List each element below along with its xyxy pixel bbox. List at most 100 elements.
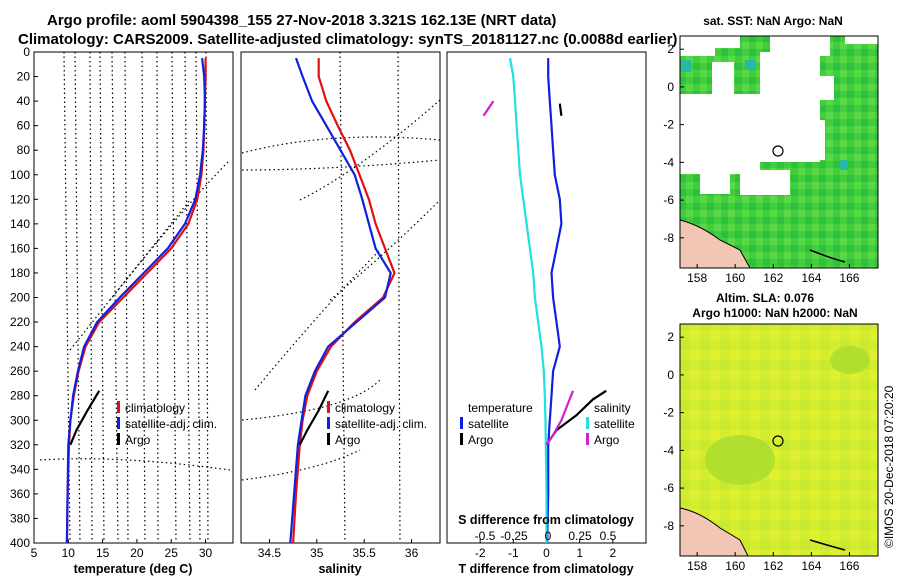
legend-swatch-argo xyxy=(117,433,120,445)
map-x-tick-label: 166 xyxy=(839,271,859,285)
sla-map: Altim. SLA: 0.076 Argo h1000: NaN h2000:… xyxy=(663,291,879,573)
x-tick-label: 34.5 xyxy=(258,546,282,560)
temperature-background-lines xyxy=(39,51,231,544)
argo-location-marker xyxy=(772,145,784,157)
temperature-x-label: temperature (deg C) xyxy=(74,562,193,576)
sla-low-patch xyxy=(830,346,870,374)
legend-label-argo: Argo xyxy=(335,433,361,447)
series-line-s-satellite xyxy=(508,57,548,543)
y-tick-label: 400 xyxy=(10,536,30,550)
y-tick-label: 160 xyxy=(10,241,30,255)
top-tick-label-1: -0.5 xyxy=(475,529,496,543)
legend-label-salinity: salinity xyxy=(594,401,631,415)
legend-label-t-satellite: satellite xyxy=(468,417,509,431)
legend-swatch-climatology xyxy=(327,401,330,413)
header-line-1: Argo profile: aoml 5904398_155 27-Nov-20… xyxy=(47,12,556,29)
y-tick-label: 300 xyxy=(10,413,30,427)
map-y-tick-label: -6 xyxy=(663,193,674,207)
legend-swatch-argo xyxy=(327,433,330,445)
series-line-argo xyxy=(69,390,101,446)
map-y-tick-label: -2 xyxy=(663,406,674,420)
legend-label-argo: Argo xyxy=(125,433,151,447)
y-tick-label: 0 xyxy=(23,45,30,59)
series-line-s-argo xyxy=(545,390,575,446)
y-tick-label: 140 xyxy=(10,217,30,231)
x-tick-label: 20 xyxy=(130,546,144,560)
series-line-s-argo-shallow xyxy=(482,100,495,117)
argo-location-marker xyxy=(772,435,784,447)
map-x-tick-label: 160 xyxy=(725,559,745,573)
difference-x-label: T difference from climatology xyxy=(458,562,633,576)
series-line-climatology xyxy=(292,58,396,544)
legend-swatch-s-argo xyxy=(586,433,589,445)
map-y-tick-label: -4 xyxy=(663,155,674,169)
legend-swatch-satellite xyxy=(327,417,330,429)
x-tick-label: 35 xyxy=(310,546,324,560)
salinity-legend: climatology satellite-adj. clim. Argo xyxy=(327,401,427,447)
y-tick-label: 340 xyxy=(10,462,30,476)
sst-map-frame xyxy=(679,35,879,269)
y-tick-label: 220 xyxy=(10,315,30,329)
x-tick-label: 30 xyxy=(199,546,213,560)
land-new-guinea xyxy=(679,507,749,557)
map-x-tick-label: 162 xyxy=(763,559,783,573)
series-line-satellite-adj-clim- xyxy=(65,57,207,544)
temperature-legend: climatology satellite-adj. clim. Argo xyxy=(117,401,217,447)
map-y-tick-label: -4 xyxy=(663,443,674,457)
legend-swatch-climatology xyxy=(117,401,120,413)
difference-legend-left: temperature satellite Argo xyxy=(460,401,533,447)
salinity-axes xyxy=(240,51,441,544)
map-y-tick-label: -8 xyxy=(663,231,674,245)
x-tick-label: 25 xyxy=(165,546,179,560)
sst-map: sat. SST: NaN Argo: NaN 158 160 162 164 166 … xyxy=(663,14,879,285)
y-tick-label: 100 xyxy=(10,168,30,182)
series-line-t-satellite xyxy=(546,58,563,544)
y-tick-label: 200 xyxy=(10,291,30,305)
x-tick-label: -2 xyxy=(475,546,486,560)
land-solomon-islands xyxy=(809,539,846,551)
sla-map-title-1: Altim. SLA: 0.076 xyxy=(716,291,814,305)
legend-label-climatology: climatology xyxy=(335,401,395,415)
difference-inner-title: S difference from climatology xyxy=(458,513,634,527)
salinity-background-lines xyxy=(241,51,441,544)
map-x-tick-label: 160 xyxy=(725,271,745,285)
map-y-tick-label: 0 xyxy=(667,80,674,94)
temperature-y-ticks: 0 20 40 60 80 100 120 140 160 180 200 220 240 260 280 3… xyxy=(10,45,38,550)
legend-swatch-satellite xyxy=(117,417,120,429)
y-tick-label: 260 xyxy=(10,364,30,378)
map-y-tick-label: 2 xyxy=(667,42,674,56)
x-tick-label: 10 xyxy=(62,546,76,560)
map-y-tick-label: -8 xyxy=(663,519,674,533)
y-tick-label: 80 xyxy=(17,143,31,157)
legend-label-climatology: climatology xyxy=(125,401,185,415)
x-tick-label: 5 xyxy=(31,546,38,560)
legend-label-temperature: temperature xyxy=(468,401,533,415)
legend-label-s-argo: Argo xyxy=(594,433,620,447)
legend-label-s-satellite: satellite xyxy=(594,417,635,431)
top-tick-label-3: 0 xyxy=(545,529,552,543)
map-x-tick-label: 158 xyxy=(687,271,707,285)
map-y-tick-label: 0 xyxy=(667,368,674,382)
x-tick-label: -1 xyxy=(508,546,519,560)
y-tick-label: 380 xyxy=(10,511,30,525)
temperature-x-ticks: 5 10 15 20 25 30 xyxy=(31,539,213,560)
map-x-tick-label: 164 xyxy=(801,271,821,285)
sst-y-ticks: 2 0 -2 -4 -6 -8 xyxy=(663,42,684,245)
x-tick-label: 35.5 xyxy=(353,546,377,560)
sst-x-ticks: 158 160 162 164 166 xyxy=(687,264,860,285)
legend-label-satellite: satellite-adj. clim. xyxy=(125,417,217,431)
y-tick-label: 120 xyxy=(10,192,30,206)
temperature-lines xyxy=(65,57,207,544)
sla-low-patch xyxy=(705,435,775,485)
salinity-panel: 34.5 35 35.5 36 salinity climatology satell… xyxy=(240,51,441,576)
x-tick-label: 15 xyxy=(96,546,110,560)
legend-swatch-t-argo xyxy=(460,433,463,445)
legend-label-satellite: satellite-adj. clim. xyxy=(335,417,427,431)
land-solomon-islands xyxy=(809,249,846,263)
y-tick-label: 40 xyxy=(17,94,31,108)
series-line-satellite-adj-clim- xyxy=(289,57,392,544)
difference-panel: -2 -1 0 1 2 T difference from climatology S … xyxy=(446,51,647,576)
sst-cool-patches xyxy=(681,60,848,170)
y-tick-label: 360 xyxy=(10,487,30,501)
y-tick-label: 320 xyxy=(10,438,30,452)
